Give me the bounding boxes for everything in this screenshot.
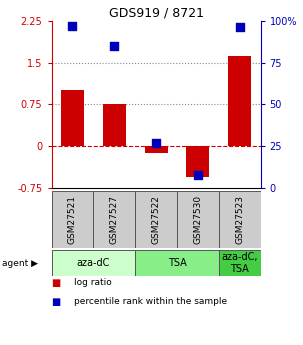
Bar (219, 191, 261, 248)
Point (112, 43, 117, 49)
Bar (93, 191, 135, 248)
Point (70, 23, 75, 29)
Text: percentile rank within the sample: percentile rank within the sample (74, 297, 227, 306)
Text: GSM27521: GSM27521 (68, 195, 77, 245)
Bar (135, 191, 177, 248)
Bar (103, 105, 126, 146)
Point (237, 24, 242, 30)
Title: GDS919 / 8721: GDS919 / 8721 (108, 7, 204, 20)
Text: GSM27527: GSM27527 (110, 195, 119, 245)
Text: ■: ■ (52, 278, 61, 288)
Bar (52, 191, 93, 248)
Bar (219, 250, 261, 276)
Bar (177, 191, 219, 248)
Text: aza-dC: aza-dC (77, 258, 110, 268)
Text: GSM27523: GSM27523 (235, 195, 244, 245)
Text: ■: ■ (52, 297, 61, 307)
Bar (135, 250, 219, 276)
Text: aza-dC,
TSA: aza-dC, TSA (221, 252, 258, 274)
Point (154, 140, 158, 146)
Bar (186, 146, 209, 177)
Text: GSM27530: GSM27530 (193, 195, 202, 245)
Text: TSA: TSA (168, 258, 186, 268)
Bar (228, 56, 251, 146)
Text: log ratio: log ratio (74, 278, 112, 287)
Bar (61, 90, 84, 146)
Bar (52, 250, 135, 276)
Point (195, 172, 200, 177)
Bar (145, 146, 168, 153)
Text: agent ▶: agent ▶ (2, 258, 38, 268)
Text: GSM27522: GSM27522 (152, 196, 161, 244)
